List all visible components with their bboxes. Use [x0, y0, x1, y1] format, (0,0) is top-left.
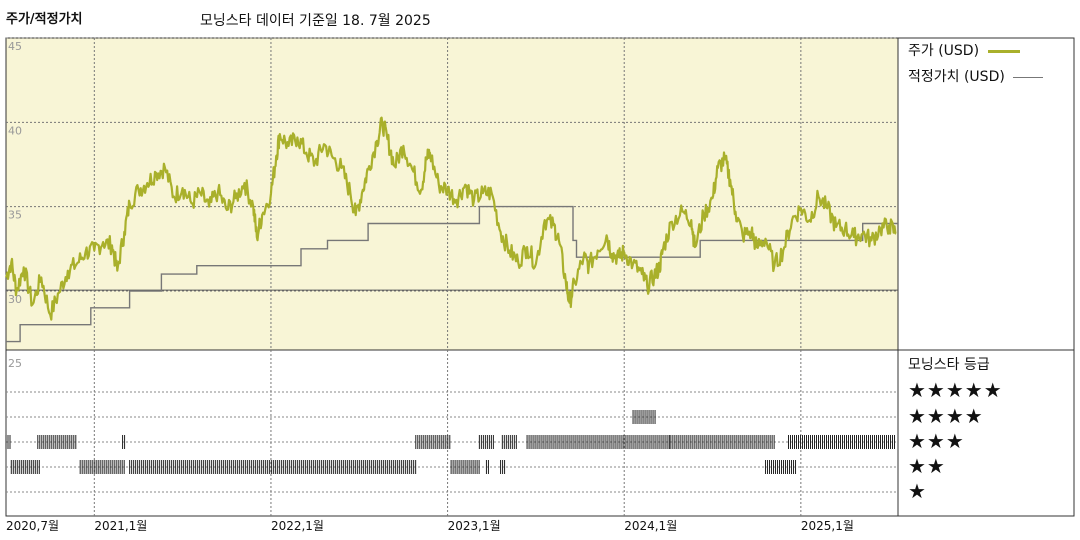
rating-segment	[129, 460, 417, 474]
legend-fair-label: 적정가치 (USD)	[908, 69, 1005, 85]
x-tick-label: 2024,1월	[624, 519, 677, 533]
stars-5: ★★★★★	[908, 378, 1003, 402]
rating-segment	[10, 460, 40, 474]
legend-price: 주가 (USD)	[908, 40, 1020, 60]
x-tick-label: 2021,1월	[94, 519, 147, 533]
rating-segment	[37, 435, 77, 449]
rating-segment	[669, 435, 775, 449]
rating-segment	[485, 460, 489, 474]
stars-2: ★★	[908, 454, 946, 478]
x-tick-label: 2023,1월	[448, 519, 501, 533]
rating-segment	[415, 435, 451, 449]
stars-3: ★★★	[908, 429, 965, 453]
chart-title: 주가/적정가치	[6, 12, 83, 27]
rating-segment	[122, 435, 126, 449]
rating-segment	[500, 460, 506, 474]
y-tick-label: 30	[8, 293, 22, 306]
price-line	[4, 116, 897, 321]
stars-1: ★	[908, 479, 927, 503]
rating-segment	[478, 435, 494, 449]
rating-segment	[79, 460, 125, 474]
y-tick-label: 40	[8, 124, 22, 137]
legend-price-swatch	[987, 49, 1020, 53]
rating-segment	[765, 460, 797, 474]
x-tick-label: 2025,1월	[801, 519, 854, 533]
legend-fair: 적정가치 (USD)	[908, 66, 1044, 86]
rating-segment	[632, 410, 656, 424]
rating-segment	[787, 435, 895, 449]
y-tick-label: 35	[8, 209, 22, 222]
rating-title: 모닝스타 등급	[908, 357, 990, 373]
rating-segment	[501, 435, 517, 449]
x-tick-label: 2020,7월	[6, 519, 59, 533]
legend-price-label: 주가 (USD)	[908, 43, 980, 59]
rating-segment	[5, 435, 11, 449]
x-tick-label: 2022,1월	[271, 519, 324, 533]
lower-tick-label: 25	[8, 357, 22, 370]
fair-value-line	[6, 205, 898, 343]
rating-segment	[526, 435, 670, 449]
rating-segment	[450, 460, 480, 474]
legend-fair-swatch	[1013, 76, 1044, 78]
stars-4: ★★★★	[908, 404, 984, 428]
data-date: 모닝스타 데이터 기준일 18. 7월 2025	[200, 13, 431, 29]
y-tick-label: 45	[8, 40, 22, 53]
